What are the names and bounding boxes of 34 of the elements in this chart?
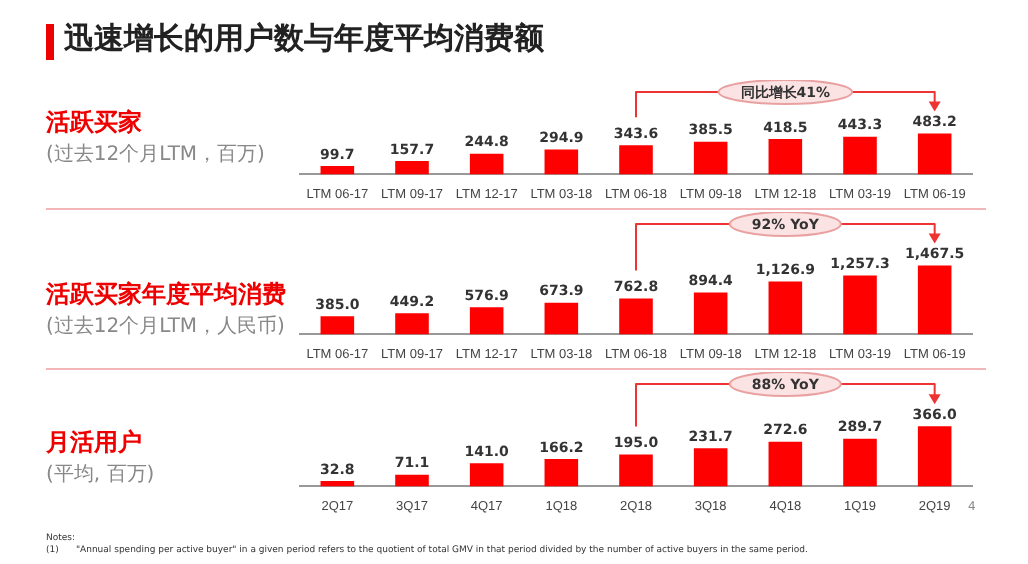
- bar: [917, 426, 952, 487]
- bar: [544, 459, 579, 487]
- bar: [693, 292, 728, 335]
- bar: [619, 454, 653, 487]
- y-axis-title: 活跃买家年度平均消费: [46, 280, 288, 310]
- bar: [320, 481, 355, 487]
- bar: [768, 441, 803, 487]
- y-axis-title: 月活用户: [46, 428, 144, 458]
- bar: [469, 153, 504, 175]
- text: (平均, 百万): [46, 462, 155, 488]
- y-axis-title: 活跃买家: [46, 108, 144, 138]
- bar: [619, 145, 653, 175]
- bar: [320, 316, 355, 335]
- bar: [917, 133, 952, 175]
- bar: [843, 438, 877, 487]
- bar: [544, 149, 579, 175]
- bar: [917, 265, 952, 335]
- chart-title: 迅速增长的用户数与年度平均消费额: [64, 20, 544, 58]
- bar: [544, 302, 579, 335]
- bar: [469, 463, 504, 487]
- bar: [395, 313, 429, 335]
- bar: [693, 448, 728, 487]
- bar: [843, 136, 877, 175]
- bar: [469, 307, 504, 335]
- text: (过去12个月LTM，百万): [46, 141, 265, 168]
- text: (过去12个月LTM，人民币): [46, 313, 285, 340]
- bar: [693, 141, 728, 175]
- bar: [395, 161, 429, 175]
- bar: [320, 165, 355, 175]
- bar: [843, 275, 877, 335]
- bar: [395, 474, 429, 487]
- bar: [619, 298, 653, 335]
- bar: [768, 281, 803, 335]
- bar: [768, 138, 803, 175]
